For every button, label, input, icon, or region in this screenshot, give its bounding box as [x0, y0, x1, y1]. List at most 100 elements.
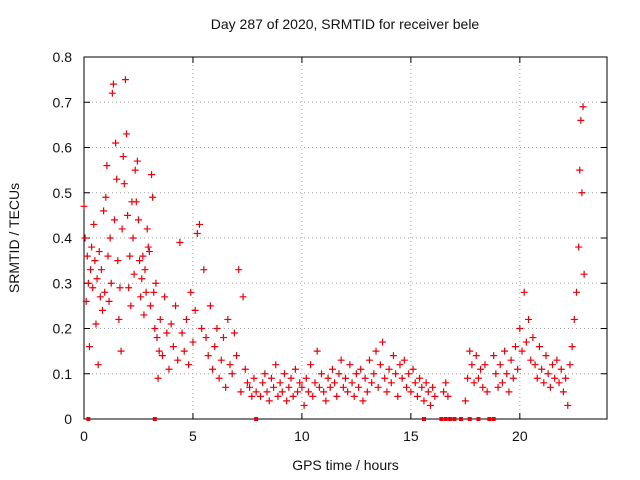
data-point: [444, 392, 452, 400]
baseline-point: [476, 417, 481, 421]
data-point: [151, 325, 159, 332]
data-point: [143, 225, 151, 233]
data-point: [440, 388, 448, 396]
data-point: [246, 383, 254, 391]
y-axis-label: SRMTID / TECUs: [6, 182, 22, 294]
data-point: [396, 361, 404, 369]
data-point: [387, 379, 395, 387]
data-point: [108, 89, 116, 97]
data-point: [134, 216, 142, 224]
data-point: [103, 162, 111, 170]
data-point: [119, 153, 127, 161]
baseline-point: [458, 417, 463, 421]
data-point: [187, 288, 195, 296]
data-point: [477, 365, 485, 373]
data-point: [531, 361, 539, 369]
x-tick-label: 15: [403, 428, 419, 444]
data-point: [84, 279, 92, 287]
data-point: [92, 320, 100, 328]
data-point: [233, 352, 241, 360]
data-point: [193, 229, 201, 237]
data-point: [311, 379, 319, 387]
data-point: [105, 297, 113, 305]
data-point: [431, 392, 439, 400]
x-tick-label: 10: [294, 428, 310, 444]
data-point: [148, 171, 156, 179]
data-point: [339, 383, 347, 391]
data-point: [222, 383, 230, 391]
x-tick-label: 5: [189, 428, 197, 444]
data-point: [189, 338, 197, 346]
data-point: [503, 370, 511, 378]
data-point: [546, 383, 554, 391]
data-point: [529, 334, 537, 342]
data-point: [296, 379, 304, 387]
data-point: [182, 315, 190, 323]
data-point: [496, 361, 504, 369]
data-point: [540, 379, 548, 387]
data-point: [261, 370, 269, 378]
data-point: [566, 361, 574, 369]
data-point: [167, 320, 175, 328]
data-point: [370, 370, 378, 378]
data-point: [333, 392, 341, 400]
data-point: [248, 392, 256, 400]
data-point: [337, 356, 345, 364]
data-point: [527, 356, 535, 364]
baseline-point: [467, 417, 472, 421]
y-tick-label: 0.5: [53, 185, 73, 201]
chart-grid: [84, 57, 607, 419]
data-point: [174, 356, 182, 364]
data-point: [100, 207, 108, 215]
data-point: [198, 325, 206, 332]
data-point: [200, 266, 208, 274]
data-point: [553, 356, 561, 364]
data-point: [313, 347, 321, 355]
data-point: [342, 374, 349, 382]
data-point: [328, 365, 336, 373]
y-tick-label: 0.1: [53, 366, 73, 382]
data-point: [562, 374, 570, 382]
data-point: [525, 315, 533, 323]
data-point: [272, 361, 280, 369]
baseline-point: [487, 417, 492, 421]
data-point: [407, 388, 415, 396]
data-point: [126, 252, 134, 260]
data-point: [533, 374, 541, 382]
data-point: [320, 388, 328, 396]
baseline-point: [443, 417, 448, 421]
data-point: [117, 347, 125, 355]
data-point: [557, 365, 565, 373]
data-point: [202, 334, 210, 342]
data-point: [125, 284, 133, 292]
data-point: [213, 325, 221, 332]
baseline-point: [491, 417, 496, 421]
data-point: [270, 383, 278, 391]
data-point: [481, 361, 489, 369]
data-point: [235, 266, 243, 274]
data-point: [363, 388, 371, 396]
data-point: [106, 234, 114, 242]
data-point: [470, 379, 478, 387]
y-tick-label: 0.4: [53, 230, 73, 246]
data-point: [374, 383, 382, 391]
data-point: [578, 189, 586, 197]
data-point: [575, 243, 583, 251]
data-point: [278, 388, 286, 396]
data-point: [505, 388, 513, 396]
data-point: [287, 374, 295, 382]
data-point: [101, 288, 109, 296]
data-point: [138, 275, 146, 283]
data-point: [579, 103, 587, 111]
x-tick-label: 0: [80, 428, 88, 444]
data-point: [416, 374, 424, 382]
data-point: [379, 338, 387, 346]
data-point: [195, 220, 203, 228]
chart-ticks: 0 0.1 0.2 0.3 0.4 0.5 0.6 0.7 0.8 0 5 10 15 20: [53, 49, 607, 444]
data-point: [394, 392, 402, 400]
data-point: [372, 347, 380, 355]
data-point: [228, 370, 236, 378]
data-point: [535, 343, 543, 351]
data-point: [122, 130, 130, 138]
